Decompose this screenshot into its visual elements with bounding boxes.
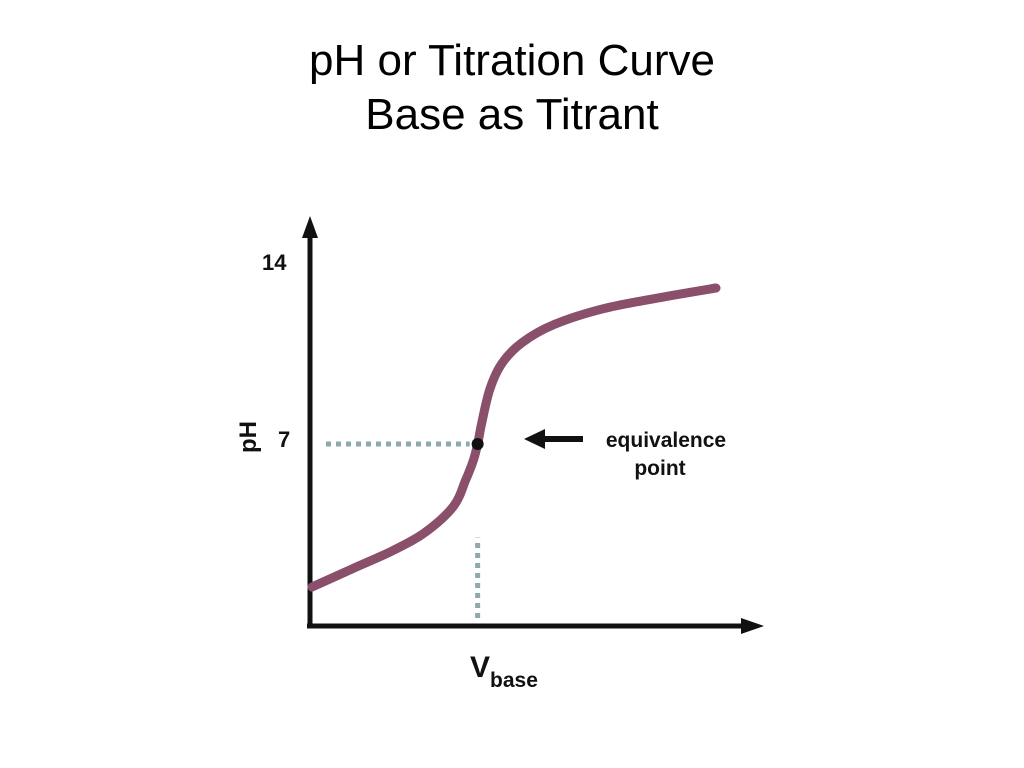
equivalence-label-line2: point [634,457,685,480]
title-line-2: Base as Titrant [365,90,659,139]
equivalence-label-line1: equivalence [606,429,726,452]
x-axis-label-main: V [470,651,490,684]
y-axis-arrow [302,216,318,238]
equivalence-point-marker [471,438,484,450]
slide-title: pH or Titration Curve Base as Titrant [0,34,1024,142]
title-line-1: pH or Titration Curve [309,36,715,85]
annotation-arrow-head [524,429,545,449]
x-axis-label-subscript: base [490,669,538,692]
x-axis-label: Vbase [470,651,538,692]
y-tick-14: 14 [262,250,287,275]
y-tick-7: 7 [278,427,290,452]
x-axis-arrow [741,618,764,634]
titration-curve [307,283,721,592]
y-axis-label: pH [235,421,262,453]
